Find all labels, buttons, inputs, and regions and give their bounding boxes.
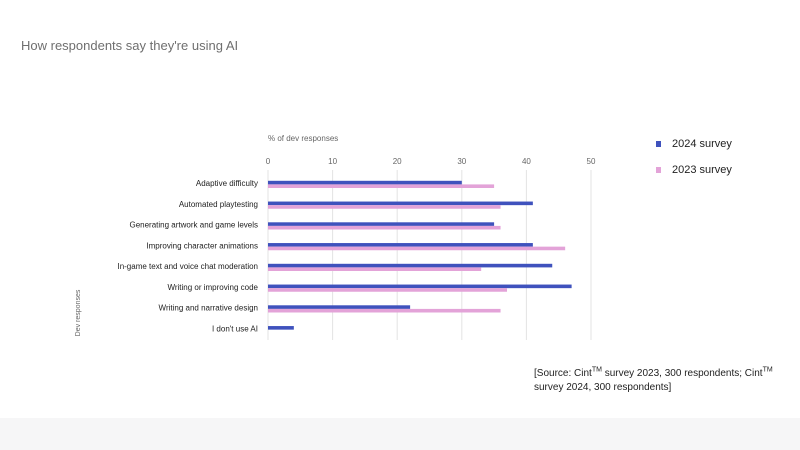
bar-2023 xyxy=(268,205,501,209)
bar-2023 xyxy=(268,246,566,251)
bar-2023 xyxy=(268,267,482,271)
category-label: I don't use AI xyxy=(212,324,258,333)
bar-2023 xyxy=(268,308,501,313)
bar-2024 xyxy=(268,180,462,185)
x-tick-label: 30 xyxy=(457,157,466,166)
legend-item-2024[interactable]: 2024 survey xyxy=(656,136,732,152)
bar-2024 xyxy=(268,201,533,206)
legend-item-2023[interactable]: 2023 survey xyxy=(656,162,732,178)
category-label: Writing and narrative design xyxy=(159,304,258,313)
bar-2024 xyxy=(268,326,294,330)
bar-2023 xyxy=(268,225,501,230)
category-label: Adaptive difficulty xyxy=(196,179,258,188)
bar-2024 xyxy=(268,243,533,247)
x-tick-label: 0 xyxy=(266,157,271,166)
bar-2024 xyxy=(268,222,495,226)
source-text-prefix: [Source: Cint xyxy=(534,368,592,379)
category-label: Improving character animations xyxy=(146,241,258,250)
x-tick-label: 20 xyxy=(393,157,402,166)
bar-2024 xyxy=(268,263,553,268)
trademark-mark: TM xyxy=(591,366,602,374)
x-tick-label: 50 xyxy=(587,157,596,166)
page-title: How respondents say they're using AI xyxy=(21,38,239,53)
bar-2024 xyxy=(268,305,411,309)
x-tick-label: 40 xyxy=(522,157,531,166)
category-label: Writing or improving code xyxy=(167,283,258,292)
source-text-middle: survey 2023, 300 respondents; Cint xyxy=(601,368,763,379)
trademark-mark: TM xyxy=(762,366,773,374)
legend-label-2024: 2024 survey xyxy=(672,138,732,150)
bar-2023 xyxy=(268,288,508,292)
y-axis-label: Dev responses xyxy=(75,289,82,336)
x-tick-label: 10 xyxy=(328,157,337,166)
legend-label-2023: 2023 survey xyxy=(672,164,732,176)
category-label: In-game text and voice chat moderation xyxy=(117,262,258,271)
category-label: Automated playtesting xyxy=(179,200,258,209)
legend-swatch-2024-icon xyxy=(656,141,661,147)
x-axis-label: % of dev responses xyxy=(268,134,338,143)
footer-band xyxy=(0,418,800,450)
bar-2023 xyxy=(268,184,495,188)
source-text-suffix: survey 2024, 300 respondents] xyxy=(534,382,672,393)
bar-2024 xyxy=(268,284,572,289)
category-label: Generating artwork and game levels xyxy=(129,221,258,230)
source-note: [Source: CintTM survey 2023, 300 respond… xyxy=(534,367,784,395)
legend-swatch-2023-icon xyxy=(656,167,661,173)
chart-legend: 2024 survey 2023 survey xyxy=(656,136,732,188)
